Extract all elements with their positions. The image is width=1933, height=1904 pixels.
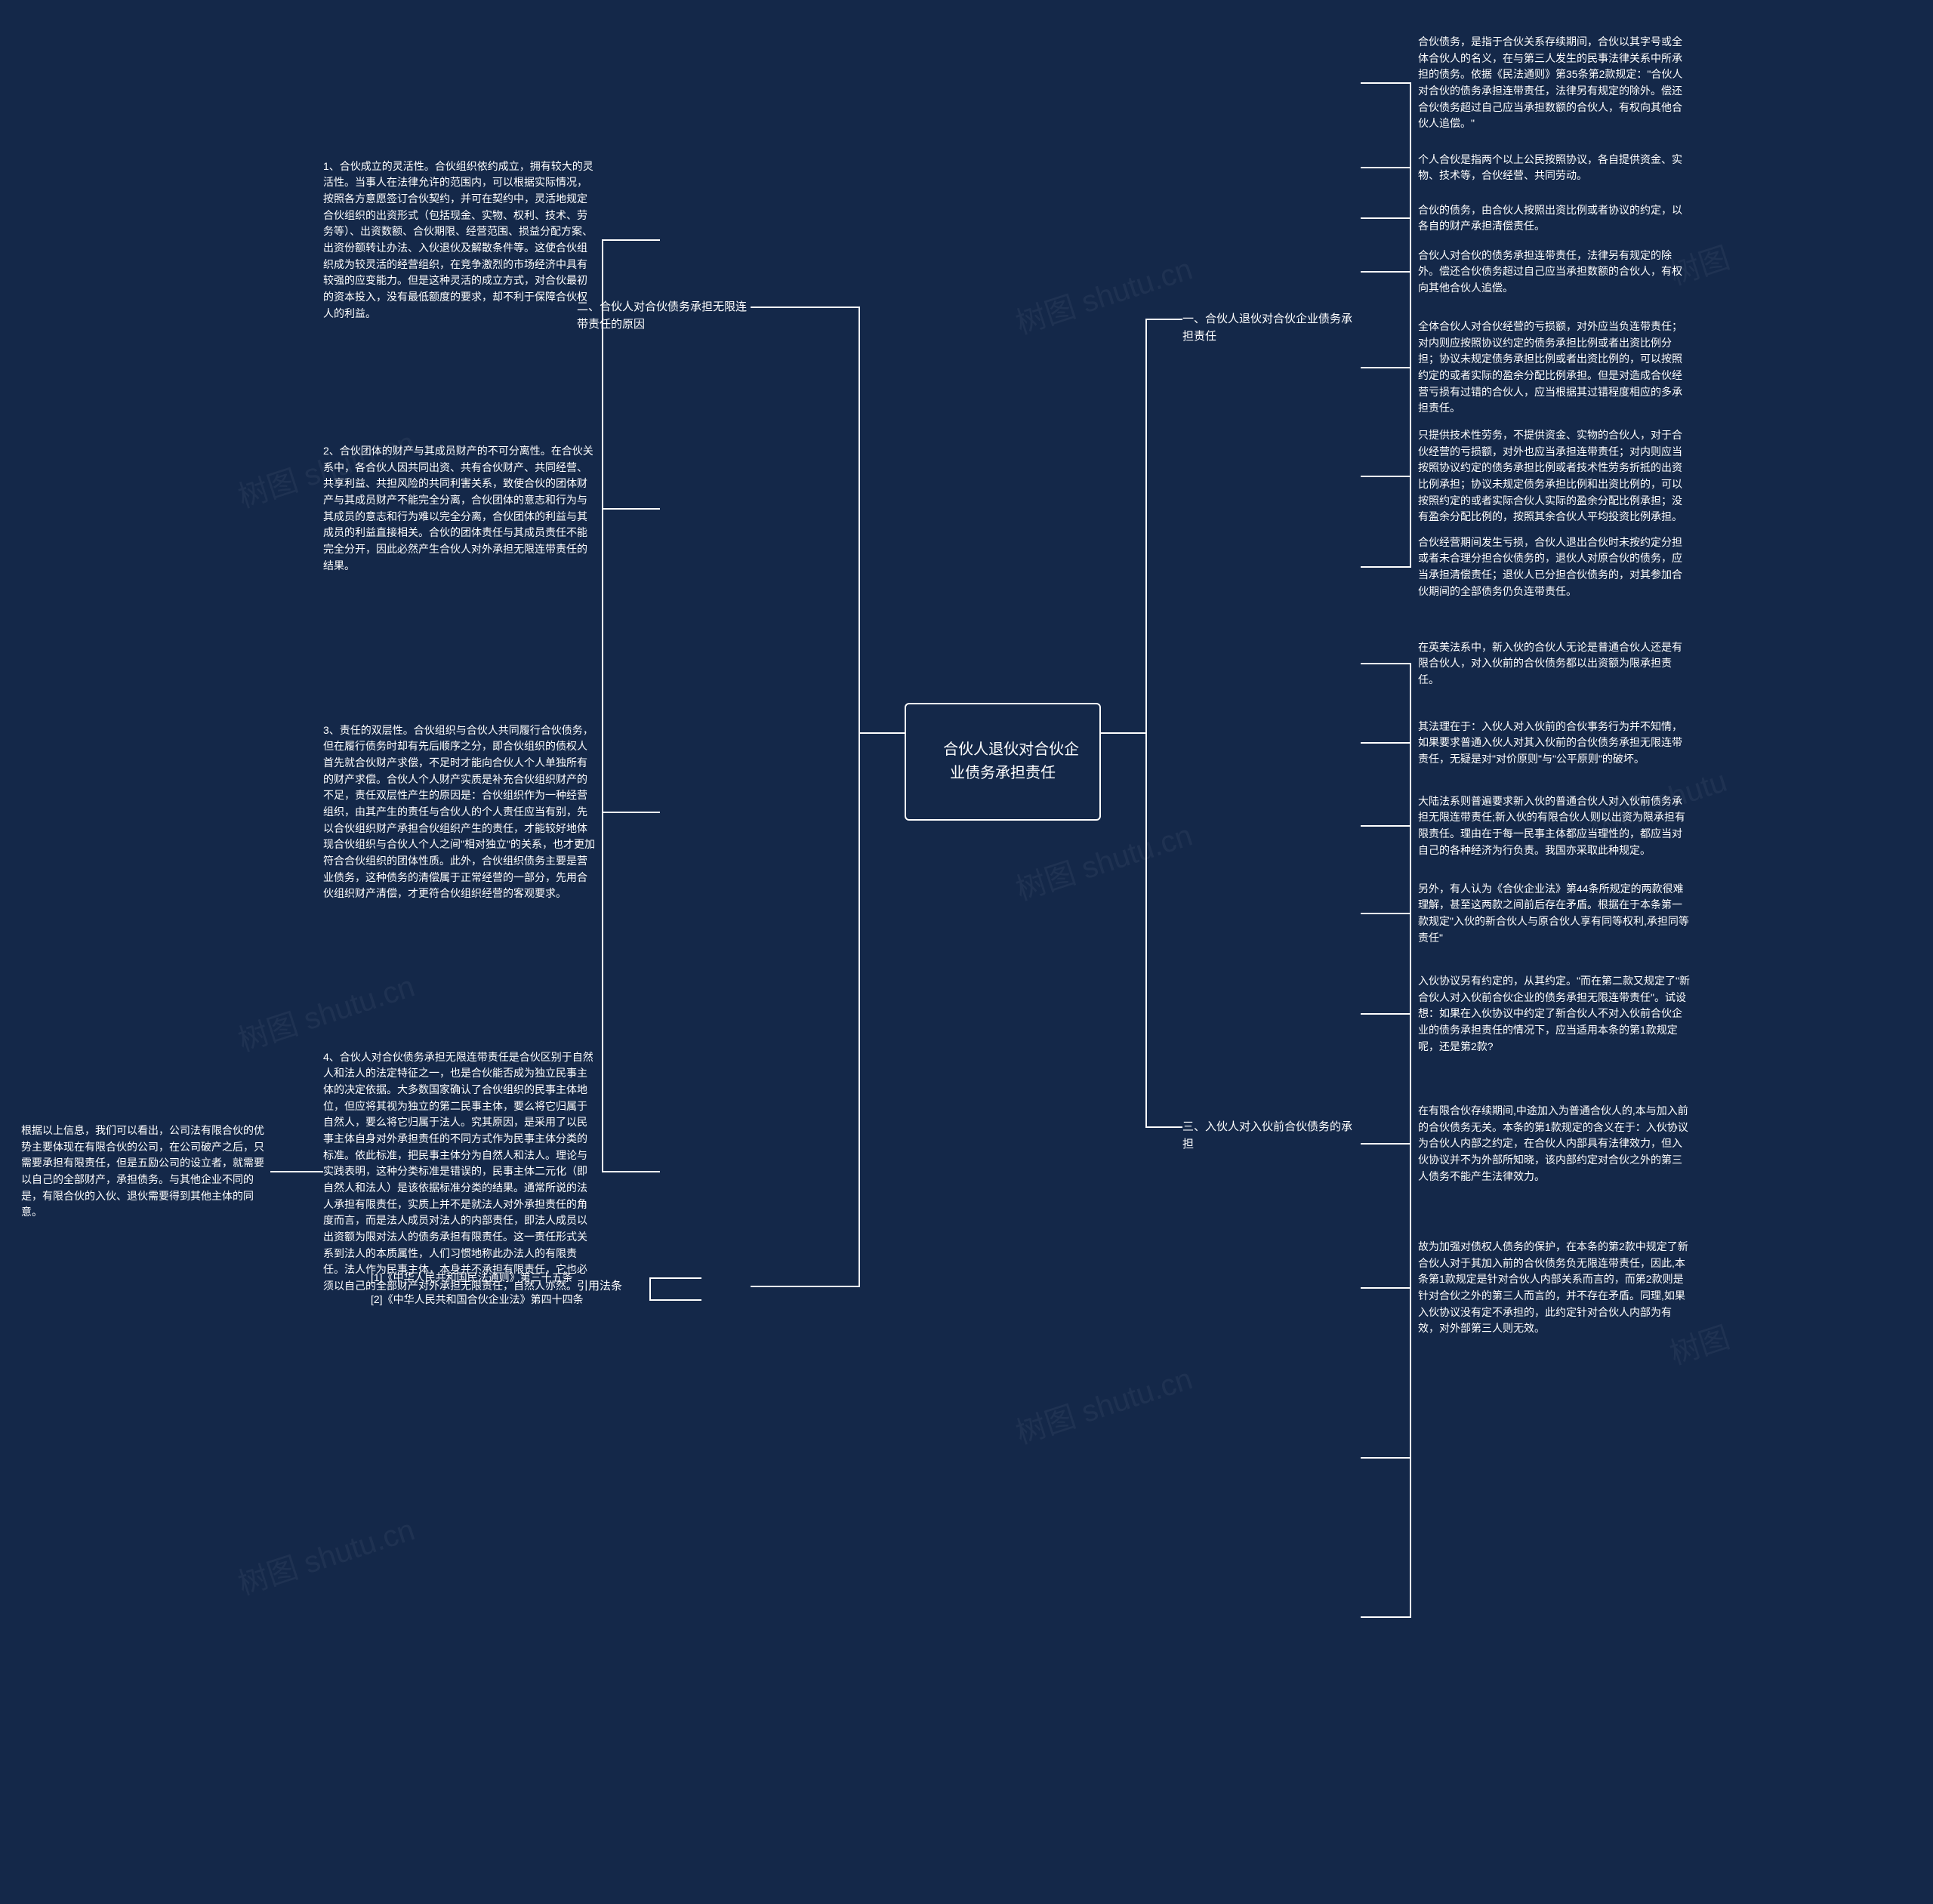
edge (1101, 733, 1182, 1127)
leaf-left-0-3: 4、合伙人对合伙债务承担无限连带责任是合伙区别于自然人和法人的法定特征之一，也是… (323, 1049, 595, 1295)
leaf-right-0-3: 合伙人对合伙的债务承担连带责任，法律另有规定的除外。偿还合伙债务超过自己应当承担… (1418, 248, 1690, 297)
edge (1361, 83, 1410, 567)
leaf-right-0-2: 合伙的债务，由合伙人按照出资比例或者协议的约定，以各自的财产承担清偿责任。 (1418, 202, 1690, 235)
edge (603, 240, 660, 1172)
edge (751, 733, 905, 1286)
watermark: 树图 shutu.cn (1010, 1354, 1197, 1453)
branch-title-right-1: 三、入伙人对入伙前合伙债务的承担 (1182, 1118, 1356, 1154)
leaf-left-1-0: [1]《中华人民共和国民法通则》第三十五条 (371, 1270, 643, 1286)
leaf-left-0-0: 1、合伙成立的灵活性。合伙组织依约成立，拥有较大的灵活性。当事人在法律允许的范围… (323, 159, 595, 322)
leaf-right-1-2: 大陆法系则普遍要求新入伙的普通合伙人对入伙前债务承担无限连带责任;新入伙的有限合… (1418, 793, 1690, 859)
leaf-right-1-3: 另外，有人认为《合伙企业法》第44条所规定的两款很难理解，甚至这两款之间前后存在… (1418, 881, 1690, 947)
leaf-left-extra-0: 根据以上信息，我们可以看出，公司法有限合伙的优势主要体现在有限合伙的公司，在公司… (21, 1123, 270, 1221)
leaf-right-0-6: 合伙经营期间发生亏损，合伙人退出合伙时未按约定分担或者未合理分担合伙债务的，退伙… (1418, 535, 1690, 600)
edge (1101, 319, 1182, 733)
watermark: 树图 shutu.cn (232, 1505, 419, 1604)
edge (751, 307, 905, 733)
leaf-left-1-1: [2]《中华人民共和国合伙企业法》第四十四条 (371, 1292, 643, 1308)
leaf-right-0-5: 只提供技术性劳务，不提供资金、实物的合伙人，对于合伙经营的亏损额，对外也应当承担… (1418, 427, 1690, 525)
leaf-left-0-1: 2、合伙团体的财产与其成员财产的不可分离性。在合伙关系中，各合伙人因共同出资、共… (323, 443, 595, 575)
leaf-right-1-4: 入伙协议另有约定的，从其约定。"而在第二款又规定了"新合伙人对入伙前合伙企业的债… (1418, 973, 1690, 1055)
watermark: 树图 shutu.cn (1010, 245, 1197, 343)
leaf-right-0-1: 个人合伙是指两个以上公民按照协议，各自提供资金、实物、技术等，合伙经营、共同劳动… (1418, 152, 1690, 184)
edge (1361, 664, 1410, 1617)
leaf-right-0-4: 全体合伙人对合伙经营的亏损额，对外应当负连带责任；对内则应按照协议约定的债务承担… (1418, 319, 1690, 417)
leaf-right-1-0: 在英美法系中，新入伙的合伙人无论是普通合伙人还是有限合伙人，对入伙前的合伙债务都… (1418, 639, 1690, 689)
leaf-right-1-5: 在有限合伙存续期间,中途加入为普通合伙人的,本与加入前的合伙债务无关。本条的第1… (1418, 1103, 1690, 1185)
mindmap-stage: 合伙人退伙对合伙企业债务承担责任 二、合伙人对合伙债务承担无限连带责任的原因1、… (0, 0, 1933, 1904)
watermark: 树图 shutu.cn (1010, 811, 1197, 909)
leaf-right-1-6: 故为加强对债权人债务的保护，在本条的第2款中规定了新合伙人对于其加入前的合伙债务… (1418, 1239, 1690, 1337)
leaf-right-1-1: 其法理在于：入伙人对入伙前的合伙事务行为并不知情，如果要求普通入伙人对其入伙前的… (1418, 719, 1690, 768)
root-node: 合伙人退伙对合伙企业债务承担责任 (905, 703, 1101, 821)
branch-title-right-0: 一、合伙人退伙对合伙企业债务承担责任 (1182, 310, 1356, 346)
watermark: 树图 shutu.cn (232, 962, 419, 1060)
leaf-right-0-0: 合伙债务，是指于合伙关系存续期间，合伙以其字号或全体合伙人的名义，在与第三人发生… (1418, 34, 1690, 132)
root-label: 合伙人退伙对合伙企业债务承担责任 (943, 741, 1079, 781)
branch-title-left-0: 二、合伙人对合伙债务承担无限连带责任的原因 (577, 298, 751, 334)
leaf-left-0-2: 3、责任的双层性。合伙组织与合伙人共同履行合伙债务，但在履行债务时却有先后顺序之… (323, 722, 595, 903)
